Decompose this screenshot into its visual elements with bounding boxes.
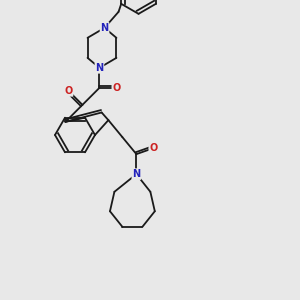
Text: N: N: [95, 63, 104, 73]
Text: O: O: [149, 143, 158, 153]
Text: N: N: [132, 169, 140, 179]
Text: O: O: [112, 83, 121, 93]
Text: N: N: [100, 23, 109, 33]
Text: O: O: [64, 86, 73, 96]
